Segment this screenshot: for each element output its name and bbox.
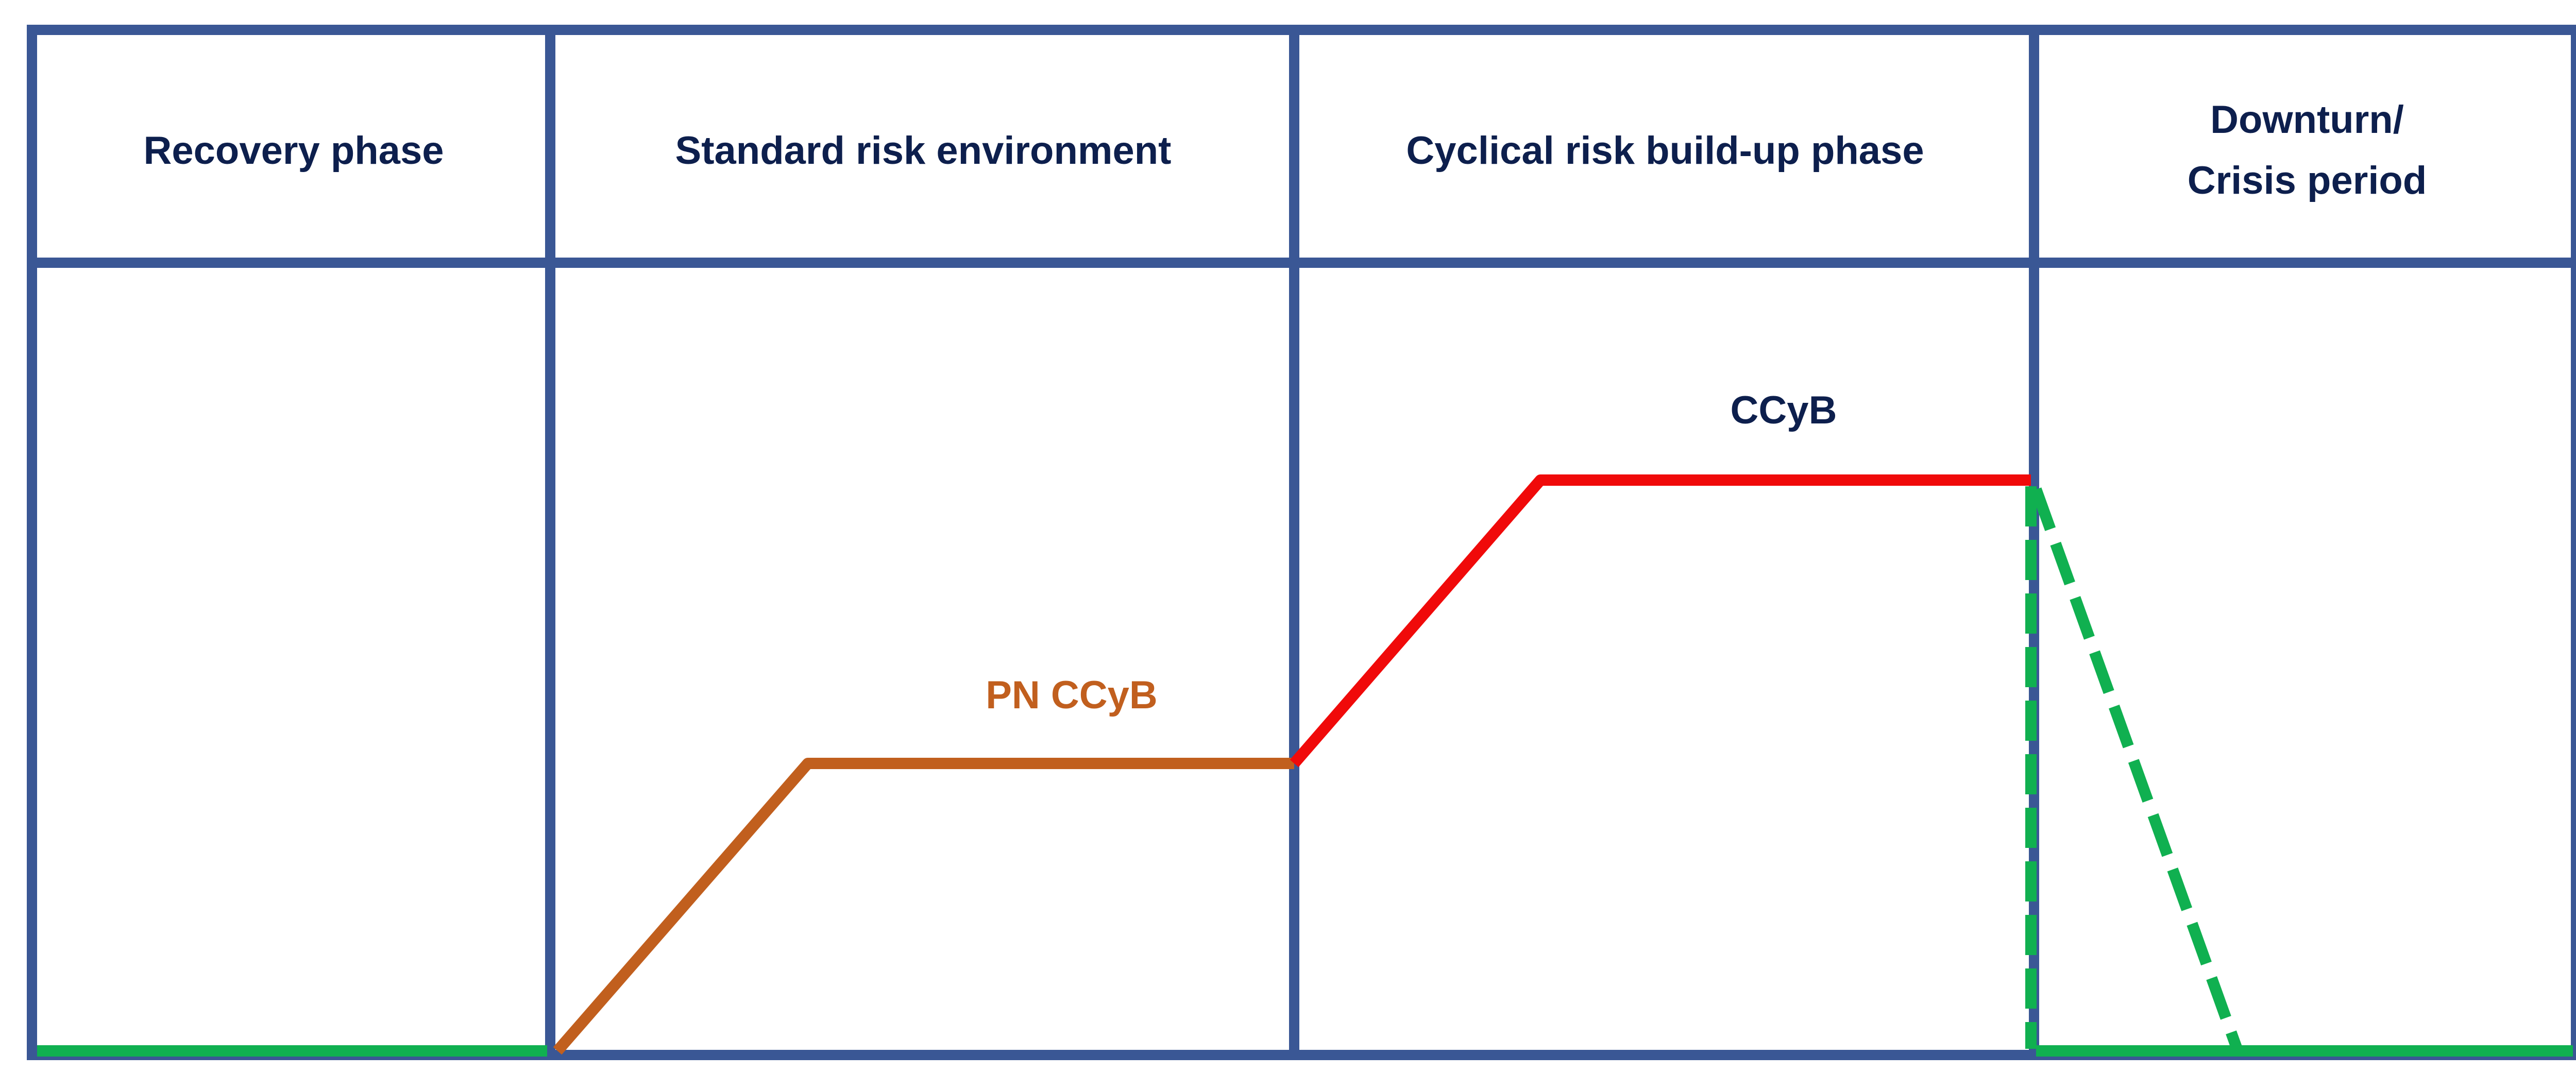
phase-label-downturn-line-2: Crisis period	[2188, 159, 2427, 202]
pn-ccyb-line	[553, 758, 1294, 1055]
pn-ccyb-label: PN CCyB	[986, 673, 1158, 717]
outer-frame	[27, 25, 2576, 1060]
buffer-labels: PN CCyB CCyB	[986, 388, 1837, 717]
buffer-paths	[37, 474, 2573, 1057]
phase-headers: Recovery phase Standard risk environment…	[144, 98, 2427, 202]
ccyb-label: CCyB	[1731, 388, 1837, 432]
release-gradual-dashed-line	[2030, 487, 2243, 1051]
phase-label-build-up: Cyclical risk build-up phase	[1406, 129, 1924, 173]
phase-label-downturn-line-1: Downturn/	[2210, 98, 2404, 142]
phase-label-recovery: Recovery phase	[144, 129, 444, 173]
phase-label-standard-risk: Standard risk environment	[675, 129, 1172, 173]
ccyb-line	[1290, 474, 2031, 768]
